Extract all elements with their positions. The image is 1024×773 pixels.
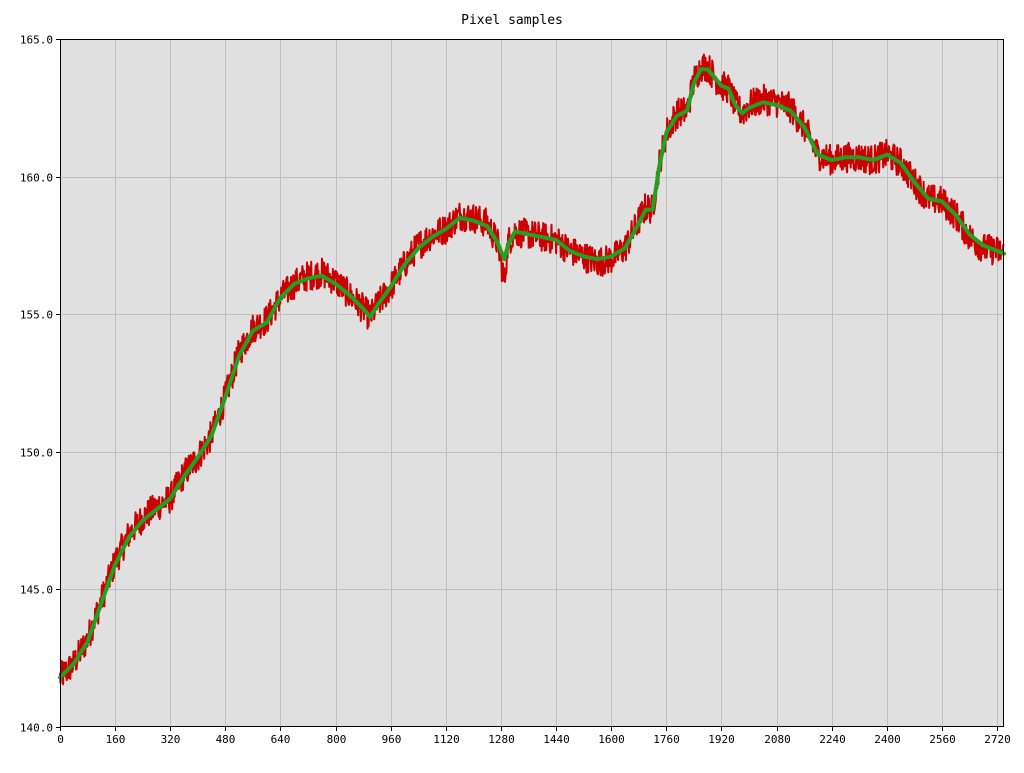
x-tick-label: 1440 — [543, 733, 570, 746]
x-tick-label: 480 — [216, 733, 236, 746]
x-tick-label: 1280 — [488, 733, 515, 746]
x-tick-label: 800 — [327, 733, 347, 746]
y-tick-label: 155.0 — [20, 309, 53, 322]
x-tick-label: 320 — [161, 733, 181, 746]
x-tick-label: 1760 — [653, 733, 680, 746]
x-tick-label: 1120 — [433, 733, 460, 746]
x-tick-label: 0 — [57, 733, 64, 746]
y-tick-label: 160.0 — [20, 172, 53, 185]
x-tick-label: 2400 — [874, 733, 901, 746]
x-tick-label: 2240 — [819, 733, 846, 746]
chart-title: Pixel samples — [461, 13, 563, 28]
y-tick-label: 145.0 — [20, 584, 53, 597]
x-tick-label: 640 — [271, 733, 291, 746]
plot-area — [60, 39, 1004, 727]
y-tick-label: 165.0 — [20, 34, 53, 47]
y-tick-label: 140.0 — [20, 722, 53, 735]
x-tick-label: 2560 — [929, 733, 956, 746]
x-tick-label: 1600 — [598, 733, 625, 746]
y-tick-label: 150.0 — [20, 447, 53, 460]
x-tick-label: 2720 — [984, 733, 1011, 746]
x-tick-label: 960 — [382, 733, 402, 746]
x-tick-label: 2080 — [764, 733, 791, 746]
x-tick-label: 1920 — [708, 733, 735, 746]
x-tick-label: 160 — [106, 733, 126, 746]
